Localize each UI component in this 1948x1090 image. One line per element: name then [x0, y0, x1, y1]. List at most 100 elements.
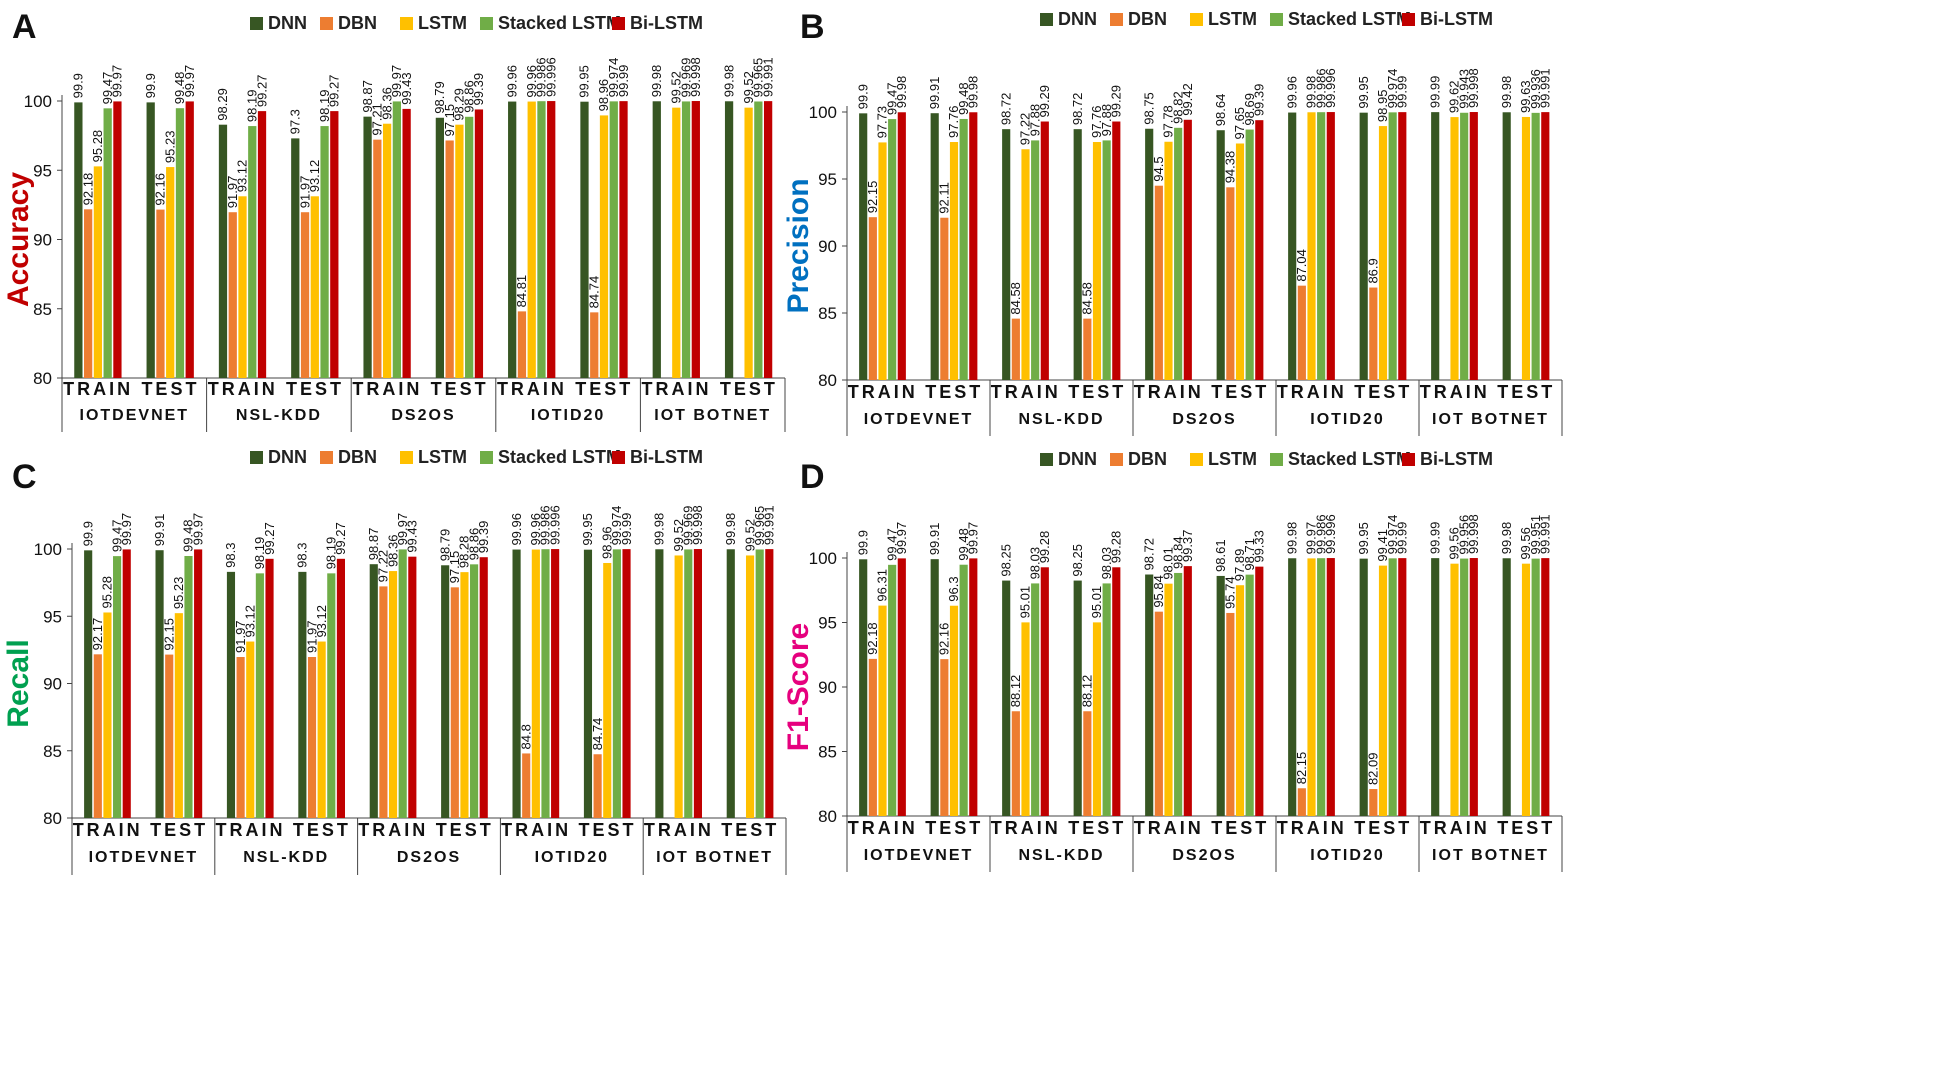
data-label: 99.99 — [1427, 522, 1442, 555]
data-label: 87.04 — [1294, 249, 1309, 282]
bar-dbn — [1083, 318, 1092, 380]
data-label: 99.956 — [1456, 515, 1471, 555]
legend-label: DBN — [1128, 9, 1167, 29]
panel-c: C DNN DBN LSTM Stacked LSTM Bi-LSTM Recall 80 85… — [2, 447, 787, 875]
bar-stacked-lstm — [959, 564, 968, 816]
data-label: 98.01 — [1161, 547, 1176, 580]
legend-swatch-lstm — [400, 17, 413, 30]
bar-lstm — [603, 562, 612, 818]
bar-lstm — [166, 167, 175, 378]
bar-dbn — [1083, 711, 1092, 816]
data-label: 84.58 — [1008, 282, 1023, 315]
data-label: 98.72 — [998, 93, 1013, 126]
bar-dnn — [146, 102, 155, 378]
split-label: TEST — [1354, 818, 1412, 838]
legend-swatch-dnn — [1040, 453, 1053, 466]
bar-stacked-lstm — [684, 549, 693, 818]
data-label: 99.39 — [1252, 84, 1267, 117]
bar-stacked-lstm — [1531, 558, 1540, 816]
bar-dbn — [165, 654, 174, 818]
bar-lstm — [1092, 142, 1102, 380]
bar-stacked-lstm — [1317, 558, 1326, 816]
data-label: 98.28 — [457, 536, 472, 569]
bar-bi-lstm — [1326, 558, 1335, 816]
bar-dnn — [369, 564, 378, 818]
split-label: TRAIN — [991, 382, 1061, 402]
data-label: 99.95 — [1356, 76, 1371, 109]
split-label: TRAIN — [1134, 818, 1204, 838]
legend-label: DNN — [268, 13, 307, 33]
data-label: 99.98 — [1499, 76, 1514, 109]
dataset-label: DS2OS — [1172, 411, 1236, 428]
legend-label: DBN — [1128, 449, 1167, 469]
legend-swatch-stacked-lstm — [480, 17, 493, 30]
data-label: 86.9 — [1366, 258, 1381, 283]
split-label: TEST — [925, 818, 983, 838]
data-label: 92.18 — [80, 173, 95, 206]
bar-dbn — [1154, 185, 1163, 380]
panel-letter: A — [12, 8, 37, 46]
y-tick-label: 95 — [43, 607, 62, 626]
legend-label: Stacked LSTM — [498, 13, 621, 33]
data-label: 91.97 — [297, 176, 312, 209]
bar-bi-lstm — [693, 549, 702, 818]
bar-dnn — [1288, 558, 1297, 816]
bar-bi-lstm — [1112, 121, 1121, 380]
bar-lstm — [455, 124, 464, 378]
data-label: 92.16 — [153, 173, 168, 206]
bar-bi-lstm — [1183, 566, 1192, 816]
bar-lstm — [1021, 149, 1030, 380]
bar-stacked-lstm — [175, 108, 185, 379]
data-label: 99.39 — [476, 521, 491, 554]
legend-swatch-bi-lstm — [612, 451, 625, 464]
dataset-label: DS2OS — [1172, 847, 1236, 864]
data-label: 99.52 — [669, 71, 684, 104]
data-label: 91.97 — [225, 176, 240, 209]
data-label: 99.28 — [1109, 531, 1124, 564]
bar-dbn — [1369, 287, 1378, 380]
bar-lstm — [878, 605, 887, 816]
data-label: 99.48 — [172, 72, 187, 105]
data-label: 99.97 — [1304, 522, 1319, 555]
data-label: 84.81 — [514, 275, 529, 308]
bar-stacked-lstm — [248, 126, 257, 378]
bar-bi-lstm — [1183, 119, 1192, 380]
data-label: 97.65 — [1232, 107, 1247, 140]
bar-lstm — [527, 101, 536, 378]
bar-stacked-lstm — [612, 549, 621, 818]
split-label: TRAIN — [358, 820, 428, 840]
split-label: TEST — [1354, 382, 1412, 402]
bar-dnn — [580, 101, 589, 378]
bar-dbn — [373, 139, 382, 378]
split-label: TRAIN — [644, 820, 714, 840]
bar-bi-lstm — [1398, 558, 1407, 816]
legend-swatch-bi-lstm — [1402, 13, 1415, 26]
data-label: 97.21 — [370, 103, 385, 136]
bar-lstm — [599, 115, 609, 379]
dataset-label: IOTDEVNET — [89, 849, 199, 866]
bar-lstm — [1521, 116, 1531, 380]
data-label: 99.99 — [1395, 76, 1410, 109]
bar-lstm — [103, 612, 112, 818]
bar-stacked-lstm — [888, 564, 897, 816]
data-label: 97.73 — [875, 106, 890, 139]
data-label: 99.986 — [534, 57, 549, 97]
bar-bi-lstm — [691, 101, 700, 378]
data-label: 99.98 — [652, 513, 667, 546]
legend-label: LSTM — [1208, 9, 1257, 29]
split-label: TRAIN — [501, 820, 571, 840]
bar-dnn — [1145, 574, 1154, 816]
data-label: 99.969 — [681, 506, 696, 546]
bar-bi-lstm — [330, 111, 339, 378]
y-tick-label: 100 — [809, 103, 837, 122]
legend-swatch-dbn — [1110, 453, 1123, 466]
bar-bi-lstm — [1040, 567, 1049, 816]
legend-swatch-lstm — [400, 451, 413, 464]
bar-dbn — [868, 217, 877, 380]
data-label: 99.9 — [143, 73, 158, 98]
data-label: 98.79 — [437, 529, 452, 562]
bar-dnn — [508, 101, 517, 378]
bar-lstm — [1378, 126, 1388, 380]
legend-swatch-dnn — [250, 451, 263, 464]
